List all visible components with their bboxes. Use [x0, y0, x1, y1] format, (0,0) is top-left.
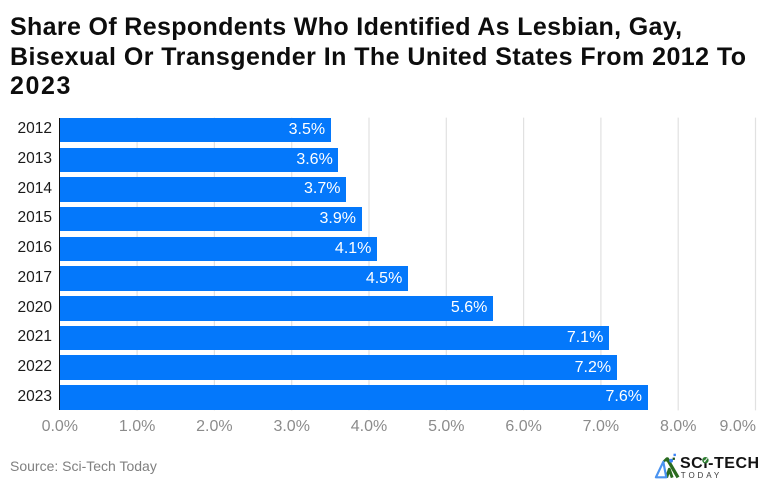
svg-text:TODAY: TODAY: [681, 471, 722, 480]
svg-text:✓: ✓: [703, 458, 709, 465]
svg-text:SCı-TECH: SCı-TECH: [680, 455, 760, 472]
